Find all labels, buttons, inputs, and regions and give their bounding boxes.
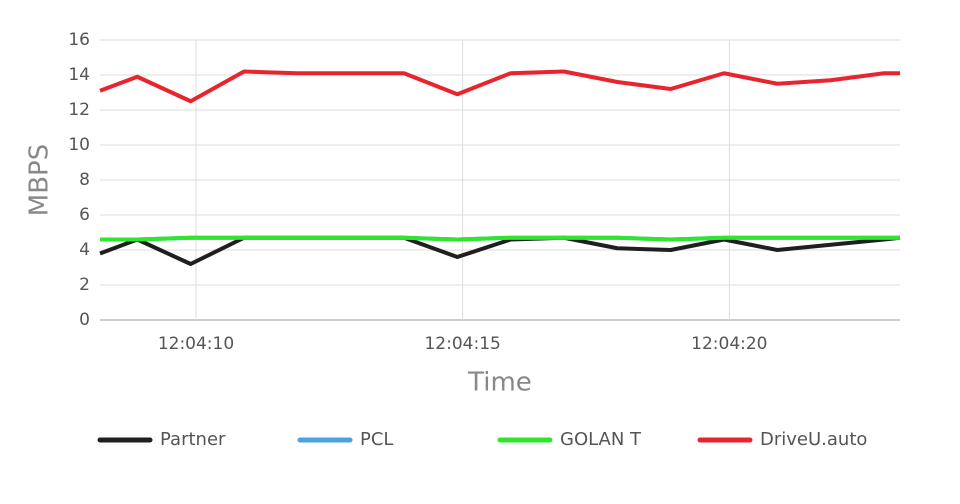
legend-label: DriveU.auto [760, 429, 867, 450]
legend-label: PCL [360, 429, 393, 450]
y-tick-label: 14 [68, 65, 90, 85]
y-tick-label: 16 [68, 30, 90, 50]
data-line [100, 235, 900, 242]
x-tick-label: 12:04:20 [691, 334, 767, 354]
y-axis-title: MBPS [25, 144, 55, 216]
data-line [99, 69, 900, 104]
x-axis-title: Time [467, 368, 532, 398]
legend-label: GOLAN T [560, 429, 642, 450]
y-tick-label: 8 [79, 170, 90, 190]
y-tick-label: 6 [79, 205, 90, 225]
y-tick-label: 0 [79, 310, 90, 330]
y-tick-label: 10 [68, 135, 90, 155]
x-tick-label: 12:04:10 [158, 334, 234, 354]
legend-label: Partner [160, 429, 226, 450]
y-tick-label: 4 [79, 240, 90, 260]
y-tick-label: 2 [79, 275, 90, 295]
x-tick-label: 12:04:15 [424, 334, 500, 354]
y-tick-label: 12 [68, 100, 90, 120]
data-line [99, 235, 901, 266]
